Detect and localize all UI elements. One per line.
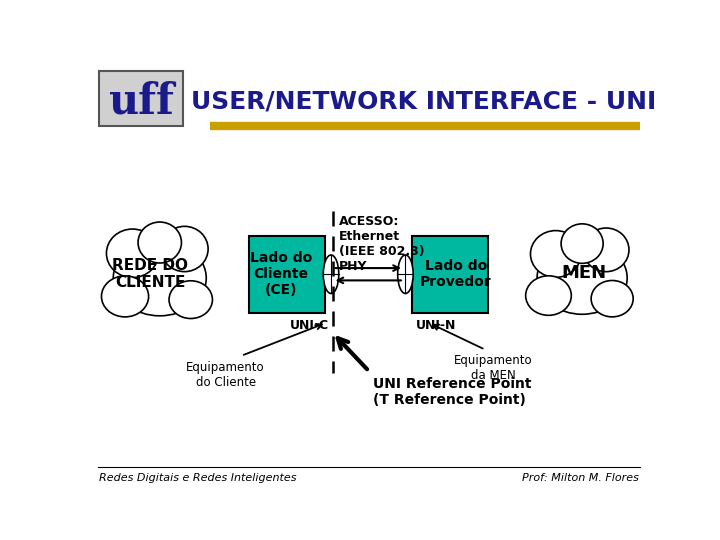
Text: Equipamento
da MEN: Equipamento da MEN [454,354,532,382]
Text: Redes Digitais e Redes Inteligentes: Redes Digitais e Redes Inteligentes [99,473,297,483]
Text: ACESSO:
Ethernet
(IEEE 802.3)
PHY: ACESSO: Ethernet (IEEE 802.3) PHY [339,215,424,273]
Ellipse shape [138,222,181,263]
Ellipse shape [169,281,212,319]
Text: Lado do
Provedor: Lado do Provedor [420,259,492,289]
Ellipse shape [107,229,158,278]
Ellipse shape [537,241,627,314]
Text: UNI Reference Point
(T Reference Point): UNI Reference Point (T Reference Point) [373,377,531,407]
Text: MEN: MEN [561,264,606,282]
Text: UNI-C: UNI-C [290,319,330,332]
Text: UNI-N: UNI-N [415,319,456,332]
Ellipse shape [113,240,206,316]
FancyBboxPatch shape [99,71,183,126]
Text: USER/NETWORK INTERFACE - UNI: USER/NETWORK INTERFACE - UNI [191,90,656,114]
Ellipse shape [161,226,208,272]
Ellipse shape [526,276,571,315]
Text: Prof: Milton M. Flores: Prof: Milton M. Flores [522,473,639,483]
Ellipse shape [102,276,148,317]
Ellipse shape [591,280,633,317]
Text: REDE DO
CLIENTE: REDE DO CLIENTE [112,258,189,291]
Ellipse shape [561,224,603,264]
Text: Equipamento
do Cliente: Equipamento do Cliente [186,361,265,389]
Text: Lado do
Cliente
(CE): Lado do Cliente (CE) [250,251,312,298]
FancyBboxPatch shape [412,236,487,313]
Text: uff: uff [108,81,174,123]
FancyBboxPatch shape [249,236,325,313]
Ellipse shape [583,228,629,272]
Ellipse shape [531,231,581,278]
Ellipse shape [397,255,413,294]
Ellipse shape [323,255,339,294]
